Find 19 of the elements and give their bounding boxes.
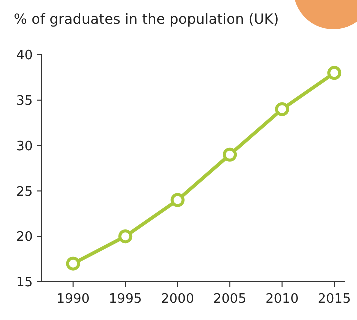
point: [275, 102, 290, 116]
point: [66, 256, 80, 271]
y-tick-label: 25: [16, 184, 33, 200]
y-tick-label: 35: [16, 94, 33, 109]
chart-title: % of graduates in the population (UK): [14, 12, 280, 28]
x-tick-label: 2000: [161, 292, 194, 307]
x-tick-label: 1990: [56, 292, 90, 307]
x-tick-label: 2010: [266, 292, 299, 307]
y-tick-label: 30: [16, 139, 33, 154]
point: [328, 66, 342, 80]
point: [118, 230, 133, 244]
x-tick-label: 2015: [318, 292, 352, 307]
x-tick-label: 2005: [214, 292, 247, 307]
y-tick-label: 20: [16, 230, 33, 246]
y-tick-label: 15: [16, 276, 33, 291]
point: [170, 193, 185, 208]
x-tick-label: 1995: [109, 292, 142, 307]
point: [223, 148, 238, 162]
y-tick-label: 40: [16, 48, 33, 64]
